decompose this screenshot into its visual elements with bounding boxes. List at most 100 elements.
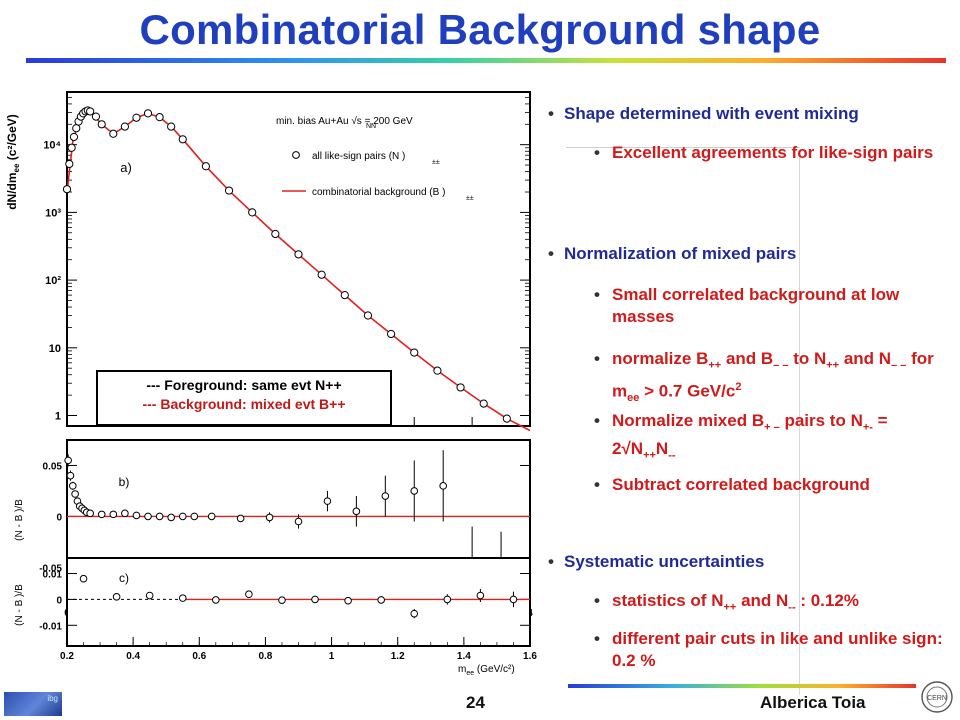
panel-c-xlabel: mee (GeV/c²) (458, 664, 515, 677)
panel-a-point (109, 129, 118, 138)
panel-a-point (433, 366, 442, 375)
logo-left: ibg (4, 692, 62, 716)
panel-b-point (64, 456, 72, 465)
panel-a-point (363, 311, 373, 320)
panel-a-point (155, 113, 164, 122)
panel-b-point (352, 507, 361, 516)
bullet-normalization: Normalization of mixed pairs (548, 244, 796, 264)
panel-b-point (97, 510, 106, 519)
panel-a-ytick-label: 10 (49, 343, 61, 355)
panel-c-point (443, 595, 452, 604)
panel-b-point (155, 512, 164, 521)
panel-b-point (323, 497, 332, 505)
panel-b-point (86, 509, 94, 518)
panel-c-point (344, 596, 352, 605)
panel-c-point (377, 596, 385, 604)
panel-c-point (509, 595, 518, 604)
panel-a-ytick-label: 10⁴ (43, 140, 61, 152)
panel-a-point (201, 162, 210, 171)
panel-a-label: a) (120, 160, 132, 175)
panel-a-point (143, 109, 153, 118)
panel-a-legend-header-sub: NN (366, 123, 376, 130)
panel-c-xtick-label: 0.6 (192, 651, 206, 662)
overlay-legend-box: --- Foreground: same evt N++ --- Backgro… (96, 370, 392, 426)
panel-a-point (248, 208, 257, 217)
panel-c-point (178, 594, 187, 602)
panel-c-ytick-label: 0.01 (43, 570, 63, 581)
panel-a-point (67, 143, 76, 152)
panel-a-point (410, 348, 419, 357)
panel-c-point (311, 595, 319, 604)
panel-a-point (456, 383, 465, 392)
panel-a-point (387, 329, 396, 339)
panel-b-point (71, 490, 79, 498)
panel-b-point (381, 492, 390, 500)
cern-logo-icon: CERN (921, 681, 953, 713)
panel-b-point (236, 514, 245, 523)
panel-a-point (340, 291, 349, 300)
panel-a-point (120, 122, 129, 131)
panel-a-point (317, 270, 326, 279)
panel-a-legend-series1: all like-sign pairs (N ) (312, 151, 405, 162)
panel-b-point (439, 482, 447, 490)
title-gradient-rule (26, 58, 946, 63)
panel-b-point (132, 511, 141, 520)
panel-c-point (278, 596, 286, 604)
panel-a-ytick-label: 1 (55, 411, 61, 423)
page-number: 24 (466, 693, 485, 712)
panel-a-legend-header: min. bias Au+Au √s = 200 GeV (276, 115, 413, 127)
panel-c-xtick-label: 1.6 (523, 651, 537, 662)
panel-a-legend-marker (292, 151, 300, 159)
panel-c-xtick-label: 1.4 (457, 651, 471, 662)
legend-foreground-text: --- Foreground: same evt N++ (146, 377, 342, 393)
panel-c-xtick-label: 0.8 (258, 651, 272, 662)
panel-c-point (212, 596, 220, 604)
bullet-subtract: Subtract correlated background (594, 474, 944, 496)
panel-a-point (91, 112, 101, 121)
panel-c-point (410, 609, 419, 618)
panel-c-point (112, 593, 121, 601)
bullet-shape: Shape determined with event mixing (548, 104, 859, 124)
panel-c: 0.01 0 -0.01 0.2 0.4 0.6 0.8 1 1.2 1.4 1.6 c) (N - B… (14, 557, 537, 677)
panel-c-xtick-label: 1.2 (391, 651, 405, 662)
panel-b-ylabel: (N - B )/B (14, 499, 25, 541)
panel-b-point (410, 487, 419, 495)
bullet-systematics: Systematic uncertainties (548, 552, 764, 572)
panel-b-ytick-label: 0 (56, 512, 62, 523)
panel-a-point (271, 229, 280, 239)
panel-b-label: b) (119, 475, 130, 489)
panel-a-point (62, 185, 72, 194)
panel-a-point (167, 122, 176, 131)
author-name: Alberica Toia (760, 693, 866, 712)
panel-b-ytick-label: 0.05 (43, 461, 63, 472)
panel-a-point (69, 132, 79, 142)
panel-c-point (145, 591, 154, 600)
panel-a-point (86, 107, 95, 116)
panel-a-point (72, 124, 81, 133)
panel-a-legend-series2-sub: ±± (466, 195, 474, 202)
panel-a-ytick-label: 10² (45, 275, 61, 287)
panel-c-frame (66, 557, 531, 647)
panel-c-point (245, 590, 253, 599)
footer-gradient-rule (568, 684, 916, 688)
bullet-pair-cuts: different pair cuts in like and unlike s… (594, 628, 944, 672)
panel-c-xtick-label: 1 (329, 651, 335, 662)
bullet-normalize-mixed: Normalize mixed B+ – pairs to N+- = 2√N+… (594, 410, 944, 467)
panel-a-point (224, 186, 234, 195)
panel-b-point (178, 512, 187, 521)
panel-c-label: c) (119, 571, 129, 585)
panel-b-point (66, 471, 75, 480)
panel-b-point (121, 509, 129, 518)
bullet-statistics: statistics of N++ and N-- : 0.12% (594, 590, 944, 618)
bullet-normalize-b: normalize B++ and B– – to N++ and N– – f… (594, 348, 944, 409)
panel-c-ylabel: (N - B )/B (14, 584, 25, 626)
panel-a-point (502, 414, 511, 423)
panel-c-ytick-label: -0.01 (39, 621, 62, 632)
panel-a-point (479, 399, 488, 408)
legend-background-text: --- Background: mixed evt B++ (142, 396, 346, 412)
logo-left-text: ibg (47, 694, 58, 703)
panel-b-point (265, 513, 274, 522)
panel-a-ylabel: dN/dmee (c²/GeV) (5, 114, 21, 210)
bullet-like-sign: Excellent agreements for like-sign pairs (594, 142, 944, 164)
panel-b-point (294, 517, 303, 526)
